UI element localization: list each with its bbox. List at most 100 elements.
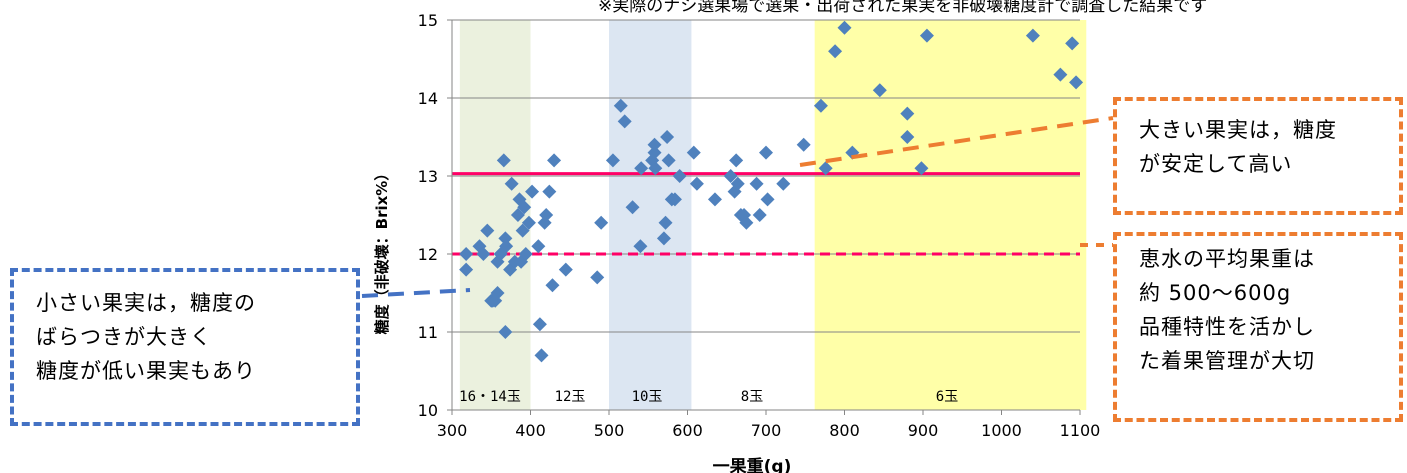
x-tick-label-600: 600 <box>672 421 703 440</box>
callout-connectors <box>361 116 1114 298</box>
band-2 <box>609 20 692 410</box>
data-point-48 <box>658 215 673 230</box>
data-point-18 <box>510 208 525 222</box>
data-point-25 <box>525 184 540 199</box>
data-point-71 <box>818 161 833 176</box>
data-point-59 <box>729 153 744 168</box>
data-point-31 <box>542 184 557 199</box>
x-tick-label-1100: 1100 <box>1060 421 1101 440</box>
data-point-60 <box>730 176 745 191</box>
callout-avg-line-4: た着果管理が大切 <box>1139 349 1315 373</box>
data-point-78 <box>914 161 929 176</box>
data-point-9 <box>490 254 505 269</box>
callout-avg-line-2: 約 500～600g <box>1139 281 1292 305</box>
connector-small-fruit <box>361 288 471 298</box>
data-point-42 <box>634 161 649 176</box>
callout-large-line-1: 大きい果実は，糖度 <box>1139 118 1337 142</box>
callout-large-fruit: 大きい果実は，糖度 が安定して高い <box>1113 97 1403 215</box>
data-point-47 <box>656 231 671 246</box>
x-tick-label-400: 400 <box>515 421 546 440</box>
data-point-36 <box>594 215 609 230</box>
data-point-39 <box>617 114 632 129</box>
data-point-79 <box>919 28 934 43</box>
y-axis-title: 糖度（非破壊：Brix%） <box>373 166 391 335</box>
data-point-76 <box>900 106 915 121</box>
x-tick-label-800: 800 <box>829 421 860 440</box>
data-point-15 <box>503 262 518 277</box>
x-tick-label-500: 500 <box>594 421 625 440</box>
weight-class-bands <box>459 20 1087 410</box>
data-point-41 <box>633 239 648 254</box>
band-label-1: 12玉 <box>555 389 586 405</box>
x-tick-label-900: 900 <box>908 421 939 440</box>
callout-average-weight: 恵水の平均果重は 約 500～600g 品種特性を活かし た着果管理が大切 <box>1113 232 1403 422</box>
data-point-22 <box>517 200 532 215</box>
data-point-57 <box>723 169 738 183</box>
data-point-56 <box>707 192 722 207</box>
data-point-32 <box>545 278 560 293</box>
y-tick-label-10: 10 <box>418 401 438 420</box>
band-labels: 16・14玉 12玉 10玉 8玉 6玉 <box>459 389 958 405</box>
data-point-37 <box>605 153 620 168</box>
x-tick-label-1000: 1000 <box>981 421 1022 440</box>
callout-avg-line-1: 恵水の平均果重は <box>1139 247 1315 271</box>
data-point-38 <box>613 98 628 113</box>
data-point-69 <box>796 137 811 152</box>
data-point-70 <box>813 98 828 113</box>
data-point-64 <box>749 176 764 191</box>
data-point-49 <box>660 130 675 144</box>
data-point-55 <box>689 176 704 191</box>
callout-avg-line-3: 品種特性を活かし <box>1139 315 1315 339</box>
band-label-4: 6玉 <box>936 389 958 405</box>
data-point-81 <box>1053 67 1068 82</box>
data-point-45 <box>647 137 662 152</box>
data-point-44 <box>647 145 662 160</box>
x-tick-label-700: 700 <box>751 421 782 440</box>
callout-small-fruit: 小さい果実は，糖度の ばらつきが大きく 糖度が低い果実もあり <box>10 268 360 426</box>
data-point-80 <box>1025 28 1040 43</box>
band-label-3: 8玉 <box>741 389 763 405</box>
y-tick-label-11: 11 <box>418 323 438 342</box>
y-tick-label-12: 12 <box>418 245 438 264</box>
callout-small-line-1: 小さい果実は，糖度の <box>36 291 256 315</box>
callout-small-line-2: ばらつきが大きく <box>36 325 212 349</box>
data-point-35 <box>590 270 605 285</box>
data-point-65 <box>752 208 767 222</box>
data-point-52 <box>667 192 682 207</box>
data-point-26 <box>531 239 546 254</box>
data-point-13 <box>498 231 513 246</box>
y-tick-label-15: 15 <box>418 11 438 30</box>
data-point-27 <box>532 317 547 332</box>
data-point-4 <box>480 223 495 238</box>
data-point-12 <box>498 325 513 339</box>
callout-large-line-2: が安定して高い <box>1139 152 1293 176</box>
connector-large-fruit <box>799 116 1114 167</box>
data-point-68 <box>776 176 791 191</box>
data-point-33 <box>547 153 562 168</box>
data-point-53 <box>672 169 687 183</box>
band-label-0: 16・14玉 <box>459 389 521 405</box>
tick-labels: 300 400 500 600 700 800 900 1000 1100 10 11 12 13 14 1… <box>418 11 1101 440</box>
data-point-40 <box>625 200 640 215</box>
data-point-28 <box>534 348 549 363</box>
x-axis-title: 一果重(g) <box>713 456 792 473</box>
band-label-2: 10玉 <box>632 389 663 405</box>
data-point-34 <box>558 262 573 277</box>
data-point-14 <box>499 239 514 254</box>
data-point-11 <box>496 153 511 168</box>
data-source-note: ※実際のナシ選果場で選果・出荷された果実を非破壊糖度計で調査した結果です <box>598 0 1208 16</box>
data-point-1 <box>459 262 474 277</box>
callout-small-line-3: 糖度が低い果実もあり <box>36 359 256 383</box>
x-tick-label-300: 300 <box>437 421 468 440</box>
y-tick-label-14: 14 <box>418 89 438 108</box>
data-point-54 <box>686 145 701 160</box>
data-point-24 <box>521 215 536 230</box>
data-point-30 <box>539 208 554 222</box>
data-point-75 <box>872 83 887 98</box>
data-point-83 <box>1069 75 1084 90</box>
data-point-46 <box>648 161 663 176</box>
data-point-63 <box>739 215 754 230</box>
data-point-23 <box>518 247 533 261</box>
y-tick-label-13: 13 <box>418 167 438 186</box>
